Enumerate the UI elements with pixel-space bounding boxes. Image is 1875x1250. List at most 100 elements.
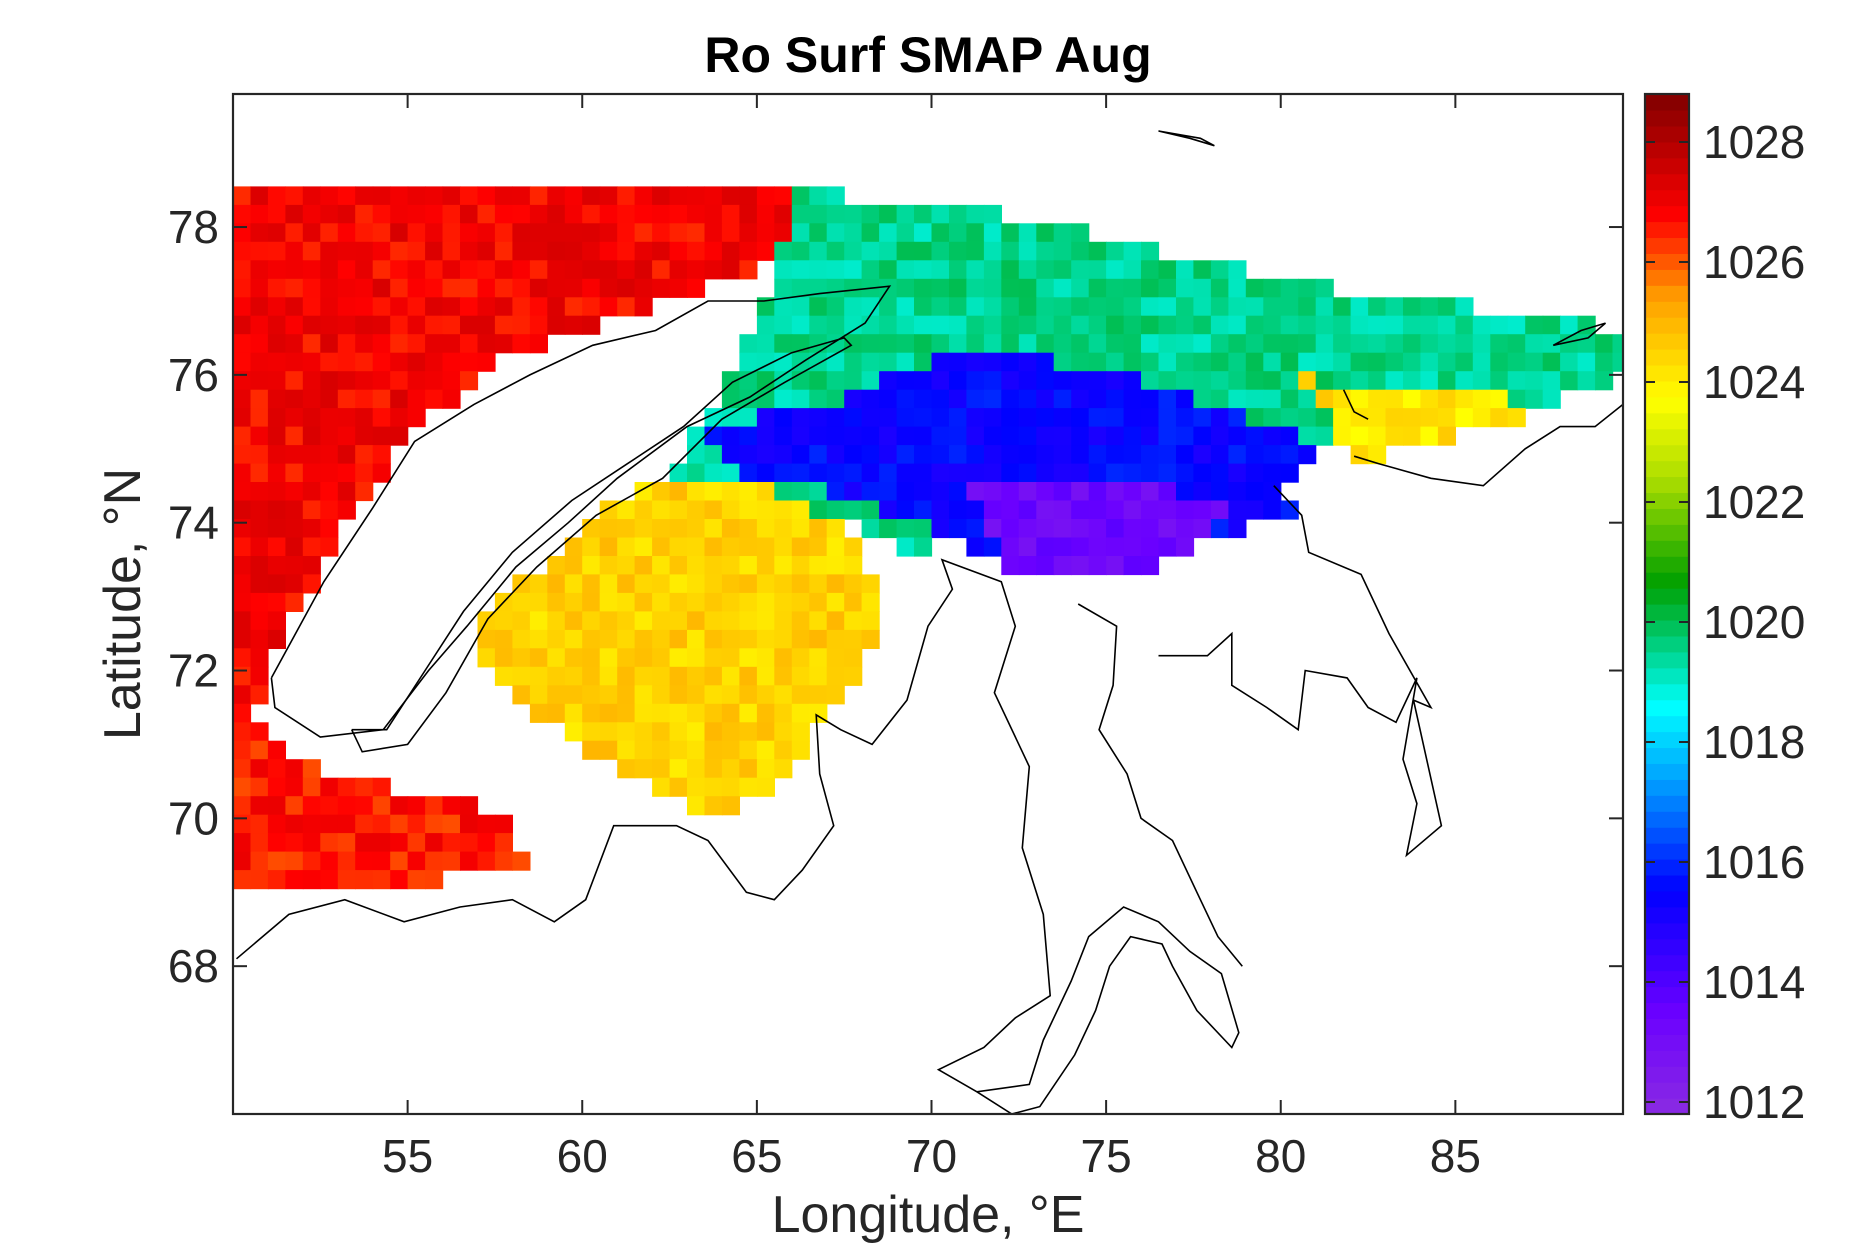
data-cell — [1141, 463, 1160, 483]
data-cell — [739, 722, 758, 742]
data-cell — [983, 537, 1002, 557]
data-cell — [512, 334, 531, 354]
data-cell — [739, 759, 758, 779]
data-cell — [1228, 408, 1247, 428]
data-cell — [390, 278, 409, 298]
data-cell — [896, 482, 915, 502]
data-cell — [826, 592, 845, 612]
data-cell — [267, 482, 286, 502]
data-cell — [826, 315, 845, 335]
data-cell — [756, 777, 775, 797]
data-cell — [774, 722, 793, 742]
data-cell — [233, 408, 252, 428]
data-cell — [1263, 371, 1282, 391]
data-cell — [302, 223, 321, 243]
data-cell — [267, 851, 286, 871]
data-cell — [669, 685, 688, 705]
data-cell — [302, 297, 321, 317]
data-cell — [1141, 297, 1160, 317]
data-cell — [826, 556, 845, 576]
data-cell — [355, 777, 374, 797]
colorbar-segment — [1645, 269, 1689, 286]
data-cell — [739, 334, 758, 354]
data-cell — [704, 574, 723, 594]
data-cell — [582, 703, 601, 723]
data-cell — [1158, 482, 1177, 502]
data-cell — [1071, 334, 1090, 354]
data-cell — [494, 186, 513, 206]
data-cell — [1123, 352, 1142, 372]
data-cell — [337, 814, 356, 834]
data-cell — [1053, 519, 1072, 539]
data-cell — [1001, 297, 1020, 317]
data-cell — [949, 297, 968, 317]
data-cell — [739, 482, 758, 502]
data-cell — [1315, 426, 1334, 446]
data-cell — [809, 482, 828, 502]
data-cell — [1018, 445, 1037, 465]
data-cell — [774, 574, 793, 594]
data-cell — [494, 814, 513, 834]
data-cell — [1368, 371, 1387, 391]
data-cell — [1228, 463, 1247, 483]
x-tick-label: 55 — [382, 1130, 433, 1182]
data-cell — [1001, 223, 1020, 243]
data-cell — [652, 278, 671, 298]
data-cell — [1001, 371, 1020, 391]
data-cell — [879, 204, 898, 224]
data-cell — [1420, 315, 1439, 335]
data-cell — [372, 186, 391, 206]
data-cell — [390, 851, 409, 871]
colorbar-segment — [1645, 173, 1689, 191]
data-cell — [861, 426, 880, 446]
data-cell — [233, 592, 252, 612]
data-cell — [494, 278, 513, 298]
data-cell — [372, 315, 391, 335]
data-cell — [983, 223, 1002, 243]
data-cell — [809, 629, 828, 649]
colorbar-segment — [1645, 795, 1689, 812]
data-cell — [669, 759, 688, 779]
data-cell — [320, 223, 339, 243]
data-cell — [634, 666, 653, 686]
data-cell — [233, 223, 252, 243]
data-cell — [285, 334, 304, 354]
data-cell — [704, 592, 723, 612]
data-cell — [1176, 408, 1195, 428]
data-cell — [529, 666, 548, 686]
data-cell — [809, 666, 828, 686]
data-cell — [634, 592, 653, 612]
data-cell — [809, 648, 828, 668]
data-cell — [1088, 389, 1107, 409]
data-cell — [233, 537, 252, 557]
data-cell — [1490, 334, 1509, 354]
data-cell — [477, 629, 496, 649]
data-cell — [809, 408, 828, 428]
data-cell — [285, 759, 304, 779]
data-cell — [529, 297, 548, 317]
data-cell — [861, 408, 880, 428]
data-cell — [1333, 352, 1352, 372]
coastline — [235, 558, 1240, 1114]
data-cell — [285, 592, 304, 612]
coastline — [350, 336, 853, 753]
data-cell — [669, 260, 688, 280]
data-cell — [1210, 500, 1229, 520]
colorbar-tick-label: 1012 — [1703, 1076, 1805, 1128]
data-cell — [460, 204, 479, 224]
data-cell — [634, 703, 653, 723]
data-cell — [564, 574, 583, 594]
data-cell — [233, 204, 252, 224]
data-cell — [669, 186, 688, 206]
data-cell — [390, 315, 409, 335]
data-cell — [879, 352, 898, 372]
data-cell — [687, 519, 706, 539]
data-cell — [494, 241, 513, 261]
data-cell — [1577, 315, 1596, 335]
data-cell — [1106, 334, 1125, 354]
data-cell — [914, 315, 933, 335]
data-cell — [1385, 334, 1404, 354]
data-cell — [547, 629, 566, 649]
data-cell — [1018, 389, 1037, 409]
data-cell — [1001, 260, 1020, 280]
